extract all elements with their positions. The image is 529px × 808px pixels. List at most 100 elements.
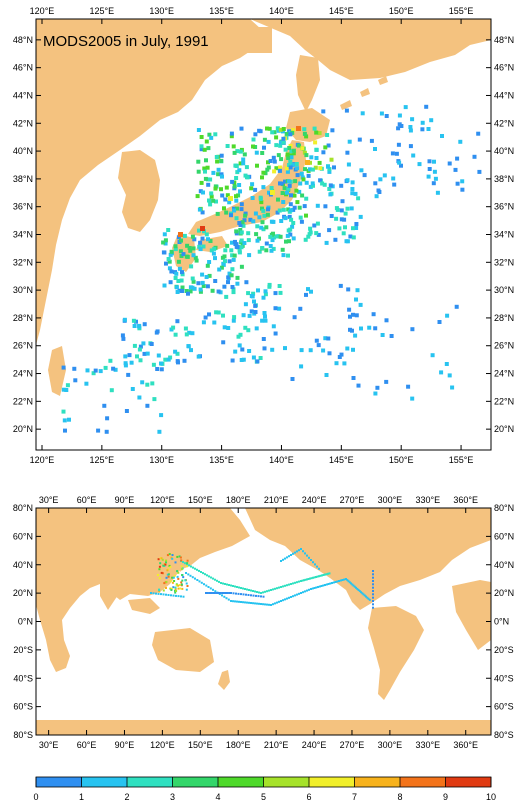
obs-cell xyxy=(230,358,235,363)
taiwan xyxy=(48,346,66,396)
track-obs xyxy=(262,603,264,606)
obs-cell xyxy=(420,127,425,132)
hotspot-obs xyxy=(180,583,183,586)
track-obs xyxy=(155,592,157,595)
obs-cell xyxy=(246,238,251,243)
glob-lon-tick-label-top: 180°E xyxy=(226,495,251,505)
obs-cell xyxy=(264,241,269,246)
obs-cell xyxy=(302,204,307,209)
obs-cell xyxy=(253,303,258,308)
track-obs xyxy=(315,586,318,589)
obs-cell xyxy=(356,196,361,201)
obs-cell xyxy=(239,245,244,250)
obs-cell xyxy=(350,187,355,191)
glob-lon-tick-label-top: 90°E xyxy=(115,495,135,505)
obs-cell xyxy=(166,228,171,232)
glob-lon-tick-label-top: 60°E xyxy=(77,495,97,505)
track-obs xyxy=(312,576,314,579)
obs-cell xyxy=(288,232,293,237)
obs-cell xyxy=(241,161,246,166)
track-obs xyxy=(223,595,226,598)
obs-cell xyxy=(91,371,96,376)
track-obs xyxy=(328,572,331,575)
obs-cell xyxy=(213,184,218,189)
obs-cell xyxy=(289,149,294,154)
obs-cell xyxy=(201,244,206,249)
obs-cell xyxy=(175,290,180,294)
obs-cell xyxy=(235,149,240,154)
obs-cell xyxy=(210,288,215,293)
obs-cell xyxy=(130,387,135,391)
lat-tick-label-left: 46°N xyxy=(13,63,33,73)
track-obs xyxy=(372,573,374,576)
obs-cell xyxy=(192,286,197,291)
obs-cell xyxy=(299,171,304,176)
obs-cell xyxy=(326,164,330,169)
track-obs xyxy=(294,581,296,584)
obs-cell xyxy=(207,312,211,317)
obs-cell xyxy=(263,314,267,319)
title-box xyxy=(40,27,272,53)
track-obs xyxy=(254,590,256,593)
obs-cell xyxy=(211,198,216,203)
hotspot-obs xyxy=(174,591,177,594)
obs-cell xyxy=(224,294,229,299)
track-obs xyxy=(240,593,242,596)
obs-cell xyxy=(384,318,389,323)
obs-cell xyxy=(266,165,271,170)
obs-cell xyxy=(227,271,232,276)
south-america xyxy=(368,606,424,700)
obs-cell xyxy=(290,224,295,229)
track-obs xyxy=(341,579,344,581)
obs-cell xyxy=(249,186,254,191)
obs-cell xyxy=(260,318,265,323)
obs-cell xyxy=(240,220,245,225)
obs-cell xyxy=(270,347,275,352)
track-obs xyxy=(367,597,370,600)
obs-cell xyxy=(337,355,342,359)
lon-tick-label-top: 130°E xyxy=(149,6,174,16)
obs-cell xyxy=(458,139,463,144)
obs-cell xyxy=(176,235,181,240)
obs-cell xyxy=(208,177,213,182)
obs-cell xyxy=(104,429,109,434)
obs-cell xyxy=(307,167,312,172)
obs-cell xyxy=(432,159,436,164)
track-obs xyxy=(165,593,167,596)
obs-cell xyxy=(182,233,187,238)
hotspot-obs xyxy=(158,589,161,592)
track-obs xyxy=(232,600,234,603)
track-obs xyxy=(338,580,340,582)
track-obs xyxy=(235,592,237,595)
obs-cell xyxy=(268,244,273,248)
obs-cell xyxy=(290,163,295,167)
obs-cell xyxy=(230,253,235,258)
obs-cell xyxy=(281,140,286,145)
hotspot-obs xyxy=(180,568,183,571)
obs-cell xyxy=(315,221,320,226)
obs-cell xyxy=(145,351,150,356)
obs-cell xyxy=(427,159,432,164)
obs-cell xyxy=(437,320,442,324)
track-obs xyxy=(252,590,254,592)
lon-tick-label-bottom: 120°E xyxy=(30,455,55,465)
obs-cell xyxy=(300,193,305,198)
obs-cell xyxy=(191,246,196,251)
track-obs xyxy=(230,600,232,602)
obs-cell xyxy=(304,213,308,218)
track-obs xyxy=(208,575,210,578)
global-map: 30°E 30°E 60°E 60°E 90°E 90°E 120°E 120°E 150°E 1… xyxy=(13,495,514,750)
obs-cell xyxy=(111,366,116,371)
track-obs xyxy=(244,588,246,590)
track-obs xyxy=(332,581,335,584)
colorbar-label: 7 xyxy=(352,792,357,802)
track-obs xyxy=(240,587,242,589)
hotspot-obs xyxy=(158,568,161,571)
obs-cell xyxy=(159,367,164,372)
obs-cell xyxy=(219,265,224,270)
obs-cell xyxy=(257,215,262,220)
obs-cell xyxy=(205,263,210,268)
lat-tick-label-left: 26°N xyxy=(13,341,33,351)
track-obs xyxy=(221,592,224,594)
